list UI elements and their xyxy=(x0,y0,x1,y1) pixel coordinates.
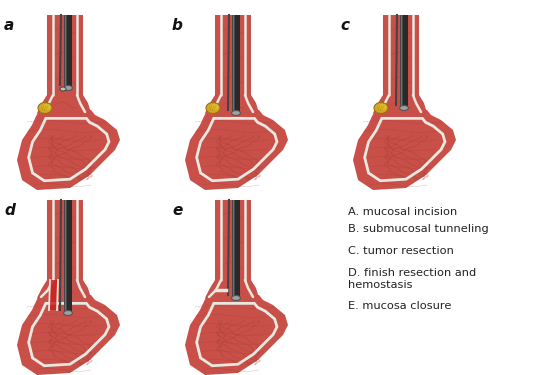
Polygon shape xyxy=(37,95,91,113)
Text: C. tumor resection: C. tumor resection xyxy=(348,246,454,256)
Text: e: e xyxy=(172,203,183,218)
Polygon shape xyxy=(37,280,91,298)
Bar xyxy=(64,200,67,315)
Ellipse shape xyxy=(206,102,220,114)
Polygon shape xyxy=(373,95,427,113)
Bar xyxy=(233,200,234,300)
Ellipse shape xyxy=(399,105,408,111)
Bar xyxy=(64,15,67,90)
Polygon shape xyxy=(185,110,288,190)
Polygon shape xyxy=(17,295,120,375)
Bar xyxy=(232,15,235,115)
Polygon shape xyxy=(64,15,72,90)
Text: b: b xyxy=(172,18,183,33)
Text: D. finish resection and
hemostasis: D. finish resection and hemostasis xyxy=(348,268,476,290)
Polygon shape xyxy=(64,200,72,315)
Polygon shape xyxy=(49,280,58,310)
Polygon shape xyxy=(205,95,259,113)
Text: E. mucosa closure: E. mucosa closure xyxy=(348,301,451,311)
Bar xyxy=(65,15,66,90)
Ellipse shape xyxy=(43,104,51,110)
Text: d: d xyxy=(4,203,15,218)
Ellipse shape xyxy=(379,104,387,110)
Ellipse shape xyxy=(60,87,66,91)
Ellipse shape xyxy=(232,111,240,116)
Polygon shape xyxy=(17,110,120,190)
Polygon shape xyxy=(47,15,83,95)
Polygon shape xyxy=(205,280,259,298)
Text: A. mucosal incision: A. mucosal incision xyxy=(348,207,457,217)
Text: B. submucosal tunneling: B. submucosal tunneling xyxy=(348,224,489,234)
Ellipse shape xyxy=(64,86,72,90)
Bar xyxy=(232,200,235,300)
Polygon shape xyxy=(400,15,408,110)
Ellipse shape xyxy=(64,310,72,315)
Ellipse shape xyxy=(374,102,388,114)
Bar xyxy=(233,15,234,115)
Polygon shape xyxy=(353,110,456,190)
Polygon shape xyxy=(383,15,419,95)
Polygon shape xyxy=(232,200,240,300)
Polygon shape xyxy=(215,15,251,95)
Ellipse shape xyxy=(211,104,219,110)
Polygon shape xyxy=(185,295,288,375)
Ellipse shape xyxy=(232,296,240,300)
Polygon shape xyxy=(232,15,240,115)
Polygon shape xyxy=(47,200,83,280)
Bar xyxy=(65,200,66,315)
Polygon shape xyxy=(215,200,251,280)
Ellipse shape xyxy=(38,102,52,114)
Text: c: c xyxy=(340,18,349,33)
Bar xyxy=(401,15,402,110)
Bar xyxy=(400,15,403,110)
Text: a: a xyxy=(4,18,14,33)
